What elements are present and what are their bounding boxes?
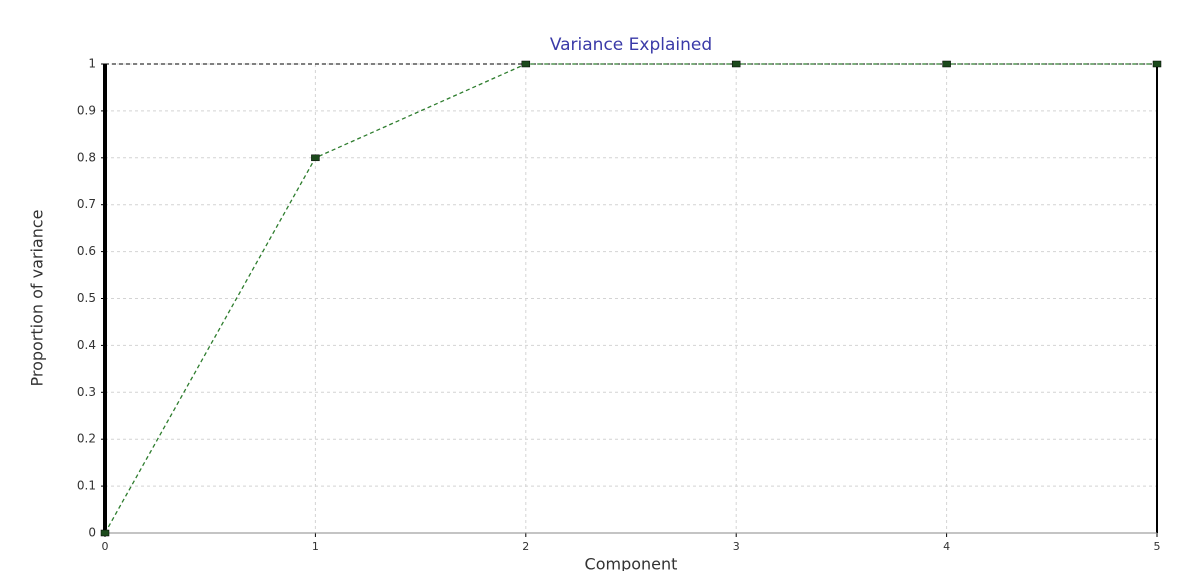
y-tick-label: 1 bbox=[88, 57, 96, 71]
x-tick-label: 1 bbox=[312, 540, 319, 553]
y-tick-label: 0.6 bbox=[77, 244, 96, 258]
x-tick-label: 4 bbox=[943, 540, 950, 553]
data-point bbox=[521, 60, 531, 68]
x-tick-label: 2 bbox=[522, 540, 529, 553]
data-line bbox=[104, 63, 1157, 534]
data-point bbox=[1152, 60, 1162, 68]
x-tick-label: 3 bbox=[733, 540, 740, 553]
x-tick-label: 0 bbox=[102, 540, 109, 553]
y-axis-label: Proportion of variance bbox=[28, 209, 47, 386]
y-tick-label: 0.7 bbox=[77, 197, 96, 211]
chart-title: Variance Explained bbox=[550, 35, 712, 55]
data-point bbox=[731, 60, 741, 68]
x-axis-label: Component bbox=[585, 555, 678, 571]
y-tick-label: 0.1 bbox=[77, 479, 96, 493]
y-tick-label: 0.5 bbox=[77, 291, 96, 305]
data-point bbox=[311, 154, 320, 162]
y-tick-label: 0 bbox=[88, 526, 96, 540]
y-tick-label: 0.3 bbox=[77, 385, 96, 399]
x-tick-label: 5 bbox=[1154, 540, 1161, 553]
y-tick-label: 0.9 bbox=[77, 103, 96, 117]
y-tick-label: 0.4 bbox=[77, 338, 96, 352]
data-point bbox=[100, 529, 110, 537]
data-point bbox=[942, 60, 951, 68]
y-tick-label: 0.2 bbox=[77, 432, 96, 446]
y-tick-label: 0.8 bbox=[77, 150, 96, 164]
